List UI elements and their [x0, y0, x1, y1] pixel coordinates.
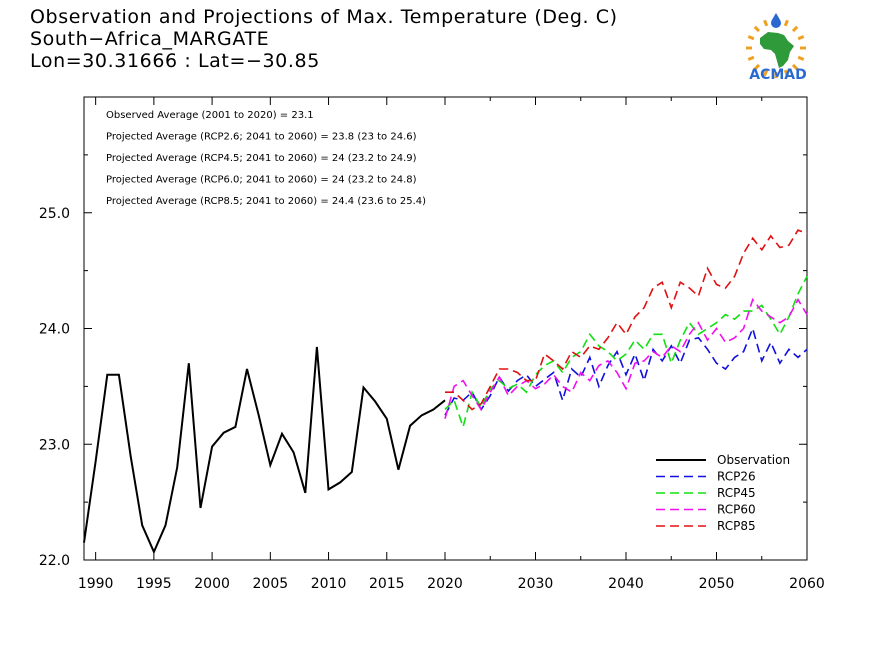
y-tick-label: 24.0: [39, 322, 70, 338]
legend-label: RCP45: [717, 486, 756, 500]
x-tick-label: 1995: [136, 576, 172, 592]
series-line-rcp26: [445, 329, 807, 416]
x-tick-label: 2060: [789, 576, 825, 592]
annotation-line: Observed Average (2001 to 2020) = 23.1: [106, 110, 314, 121]
x-tick-label: 1990: [78, 576, 114, 592]
x-axis-tick-labels: 1990 1995 2000 2005 2010 2015 2020 2030 2040 2050…: [78, 576, 825, 592]
x-tick-label: 2005: [253, 576, 289, 592]
series-lines: [84, 230, 807, 552]
legend-label: RCP85: [717, 519, 756, 533]
x-tick-label: 2050: [699, 576, 735, 592]
legend: Observation RCP26 RCP45 RCP60 RCP85: [656, 453, 790, 533]
legend-label: Observation: [717, 453, 790, 467]
axis-ticks: [84, 97, 807, 560]
legend-label: RCP60: [717, 503, 756, 517]
annotation-line: Projected Average (RCP6.0; 2041 to 2060)…: [106, 175, 417, 186]
y-tick-label: 23.0: [39, 437, 70, 453]
series-line-observation: [84, 347, 445, 552]
series-line-rcp60: [445, 300, 807, 419]
chart-area: 1990 1995 2000 2005 2010 2015 2020 2030 2040 2050…: [0, 0, 879, 659]
y-tick-label: 25.0: [39, 206, 70, 222]
annotation-line: Projected Average (RCP4.5; 2041 to 2060)…: [106, 153, 417, 164]
x-tick-label: 2030: [518, 576, 554, 592]
annotation-line: Projected Average (RCP8.5; 2041 to 2060)…: [106, 196, 426, 207]
x-tick-label: 2015: [369, 576, 405, 592]
y-axis-tick-labels: 22.0 23.0 24.0 25.0: [39, 206, 70, 569]
annotation-block: Observed Average (2001 to 2020) = 23.1 Pr…: [106, 110, 426, 207]
x-tick-label: 2010: [311, 576, 347, 592]
legend-label: RCP26: [717, 470, 756, 484]
y-tick-label: 22.0: [39, 553, 70, 569]
x-tick-label: 2040: [608, 576, 644, 592]
x-tick-label: 2020: [427, 576, 463, 592]
x-tick-label: 2000: [194, 576, 230, 592]
plot-frame: [84, 97, 807, 560]
series-line-rcp85: [445, 230, 807, 409]
annotation-line: Projected Average (RCP2.6; 2041 to 2060)…: [106, 132, 417, 143]
